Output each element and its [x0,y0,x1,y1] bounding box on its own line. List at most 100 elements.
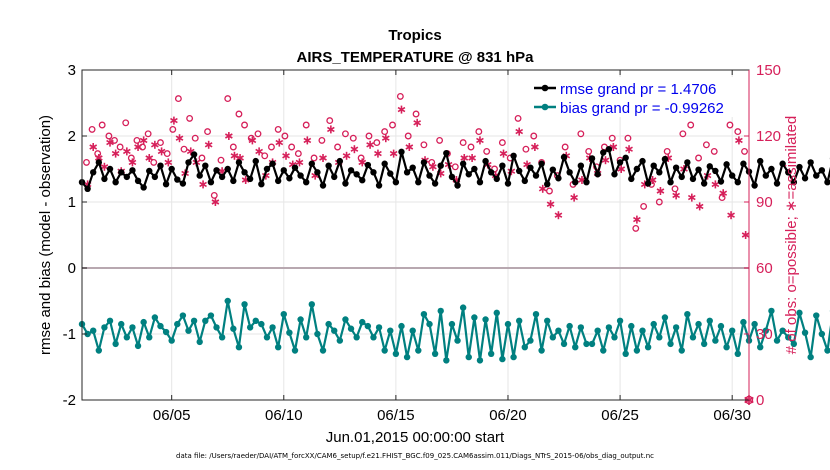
obs-possible-point [467,143,475,151]
bias-point [325,320,332,328]
bias-point [499,355,506,363]
x-tick-label: 06/10 [265,407,303,424]
rmse-point [706,163,713,170]
obs-assimilated-point [204,140,213,149]
bias-point [661,314,669,321]
obs-possible-point [451,163,459,171]
obs-possible-point [687,121,695,129]
obs-possible-point [546,187,553,195]
bias-point [824,347,830,354]
rmse-point [532,172,540,179]
bias-point [398,322,405,330]
obs-assimilated-point [199,180,207,189]
rmse-point [106,165,114,173]
obs-assimilated-point [282,151,290,160]
rmse-point [712,167,719,175]
bias-point [605,324,613,331]
y2-tick-label: 60 [756,260,773,277]
bias-point [762,327,770,334]
obs-assimilated-point [157,147,166,156]
bias-point [785,334,792,341]
obs-possible-point [105,132,113,140]
obs-possible-point [404,132,412,140]
legend-box [530,77,740,117]
bias-point [773,337,781,344]
bias-point [157,322,164,330]
rmse-point [650,162,657,169]
bias-point [504,320,512,328]
obs-assimilated-point [625,145,633,154]
bias-point [415,347,422,354]
bias-point [319,347,327,354]
bias-point [818,330,826,338]
rmse-point [162,180,170,188]
rmse-point [314,169,321,176]
data-file-footer: data file: /Users/raeder/DAI/ATM_forcXX/… [176,452,654,460]
legend-bias-label: bias grand pr = -0.99262 [560,100,724,117]
bias-point [639,327,646,334]
obs-assimilated-point [515,127,524,136]
rmse-point [325,162,332,169]
obs-possible-point [127,154,135,162]
bias-point [712,337,719,344]
bias-point [375,324,383,331]
obs-possible-point [210,191,218,199]
rmse-point [134,177,142,185]
rmse-point [426,172,433,179]
rmse-point [415,179,422,186]
bias-point [146,334,153,341]
rmse-point [409,164,416,171]
bias-point [510,353,517,361]
bias-point [118,320,125,328]
rmse-point [151,173,159,181]
obs-assimilated-point [554,211,563,220]
rmse-point [527,164,534,171]
obs-possible-point [94,150,102,158]
obs-assimilated-point [211,198,220,206]
bias-point [241,301,248,308]
rmse-point [566,169,573,176]
rmse-line [81,148,830,190]
rmse-point [364,161,372,169]
bias-point [106,317,114,324]
obs-possible-point [373,139,381,147]
obs-possible-point [459,139,467,147]
obs-assimilated-point [617,165,626,173]
obs-assimilated-point [122,147,131,156]
obs-possible-point [98,121,106,129]
obs-possible-point [254,130,262,138]
rmse-point [544,180,551,188]
axis-ticks: 06/05 06/10 06/15 06/20 06/25 06/30-2-1012303… [63,62,781,424]
obs-possible-point [241,121,248,129]
obs-assimilated-point [106,138,114,147]
bias-point [768,307,775,315]
bias-point [813,312,820,319]
bias-point [162,328,170,336]
obs-possible-point [734,128,742,136]
bias-point [151,314,159,321]
bias-point [246,324,254,331]
obs-possible-point [217,156,225,164]
bias-point [633,347,641,354]
obs-assimilated-point [128,158,137,167]
bias-point [174,320,181,328]
obs-possible-point [116,143,124,151]
obs-possible-point [522,145,530,153]
y2-tick-label: 30 [756,326,773,343]
rmse-point [297,172,304,179]
bias-point [269,324,276,331]
rmse-point [661,155,669,163]
bias-point [493,309,500,317]
rmse-point [246,175,254,183]
bias-point [84,330,91,338]
obs-possible-point [718,194,726,202]
bias-point [476,357,484,364]
obs-possible-point [169,125,177,133]
bias-point [544,317,551,324]
bias-point [336,337,344,344]
obs-assimilated-point [358,158,367,167]
obs-possible-point [83,158,90,166]
rmse-point [454,182,461,189]
obs-possible-point [174,95,182,103]
